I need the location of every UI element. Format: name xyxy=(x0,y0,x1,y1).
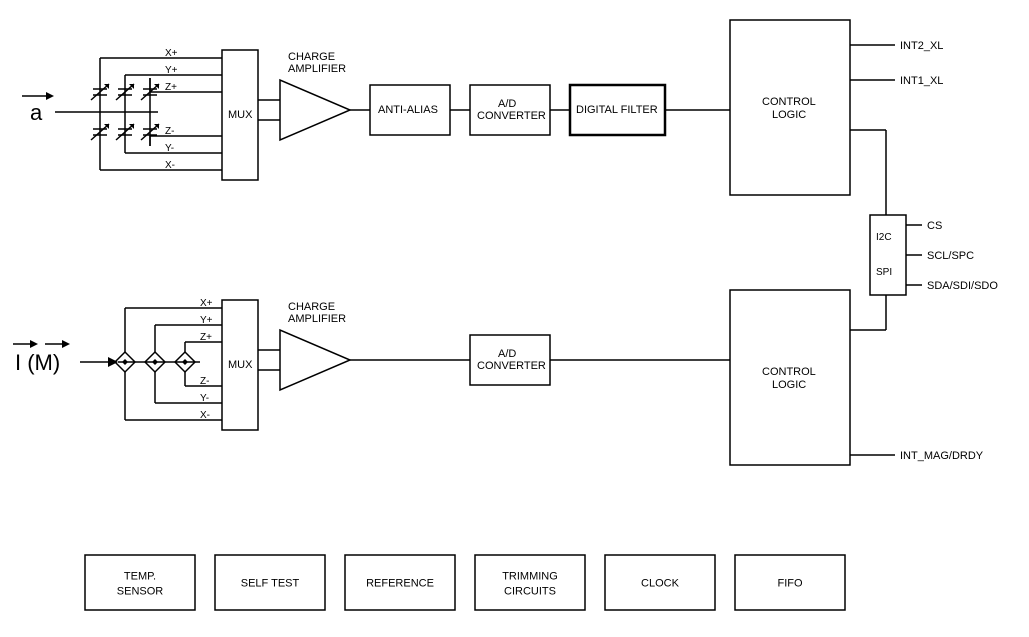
int-mag-label: INT_MAG/DRDY xyxy=(900,450,984,462)
ctrl2-label-l1: CONTROL xyxy=(762,366,816,378)
temp_sensor-block xyxy=(85,555,195,610)
svg-text:TRIMMING: TRIMMING xyxy=(502,571,558,583)
input-accel: a xyxy=(22,92,54,125)
axis-label-top-2: Z+ xyxy=(165,82,177,93)
charge-amp1-title-l2: AMPLIFIER xyxy=(288,63,346,75)
adc1-label-l1: A/D xyxy=(498,98,516,110)
amp1-triangle xyxy=(280,80,350,140)
charge-amp2-title-l1: CHARGE xyxy=(288,301,335,313)
sda-label: SDA/SDI/SDO xyxy=(927,280,998,292)
svg-text:FIFO: FIFO xyxy=(777,578,802,590)
axis-label-bottom-5: X- xyxy=(200,410,210,421)
mag-symbol: I (M) xyxy=(15,350,60,375)
svg-text:SENSOR: SENSOR xyxy=(117,586,164,598)
i2c-spi-block xyxy=(870,215,906,295)
axis-label-top-5: X- xyxy=(165,160,175,171)
axis-lines-top: X+ Y+ Z+ Z- Y- X- xyxy=(100,48,222,171)
axis-label-bottom-1: Y+ xyxy=(200,315,213,326)
ctrl2-label-l2: LOGIC xyxy=(772,379,806,391)
int1-xl-label: INT1_XL xyxy=(900,75,943,87)
svg-text:REFERENCE: REFERENCE xyxy=(366,578,434,590)
svg-text:CIRCUITS: CIRCUITS xyxy=(504,586,556,598)
adc2-label-l2: CONVERTER xyxy=(477,360,546,372)
adc1-label-l2: CONVERTER xyxy=(477,110,546,122)
bottom-row-blocks: TEMP. SENSOR SELF TEST REFERENCE TRIMMING CIR… xyxy=(85,555,845,610)
axis-lines-bottom: X+ Y+ Z+ Z- Y- X- xyxy=(125,298,222,421)
svg-text:TEMP.: TEMP. xyxy=(124,571,156,583)
i2c-label: I2C xyxy=(876,232,892,243)
axis-label-top-3: Z- xyxy=(165,126,174,137)
axis-label-bottom-4: Y- xyxy=(200,393,209,404)
svg-text:CLOCK: CLOCK xyxy=(641,578,680,590)
axis-label-top-4: Y- xyxy=(165,143,174,154)
charge-amp1-title-l1: CHARGE xyxy=(288,51,335,63)
mux1-label: MUX xyxy=(228,109,253,121)
ctrl1-label-l1: CONTROL xyxy=(762,96,816,108)
input-mag: I (M) xyxy=(13,340,70,375)
accel-symbol: a xyxy=(30,100,43,125)
axis-label-bottom-3: Z- xyxy=(200,376,209,387)
ctrl1-label-l2: LOGIC xyxy=(772,109,806,121)
axis-label-bottom-0: X+ xyxy=(200,298,213,309)
mux2-label: MUX xyxy=(228,359,253,371)
accel-sensor-array xyxy=(91,78,159,146)
adc2-label-l1: A/D xyxy=(498,348,516,360)
trimming-block xyxy=(475,555,585,610)
cs-label: CS xyxy=(927,220,942,232)
axis-label-bottom-2: Z+ xyxy=(200,332,212,343)
axis-label-top-0: X+ xyxy=(165,48,178,59)
digital-filter-label: DIGITAL FILTER xyxy=(576,104,658,116)
axis-label-top-1: Y+ xyxy=(165,65,178,76)
scl-spc-label: SCL/SPC xyxy=(927,250,974,262)
amp2-triangle xyxy=(280,330,350,390)
charge-amp2-title-l2: AMPLIFIER xyxy=(288,313,346,325)
anti-alias-label: ANTI-ALIAS xyxy=(378,104,438,116)
spi-label: SPI xyxy=(876,267,892,278)
mag-sensor-array xyxy=(115,352,200,372)
svg-text:SELF TEST: SELF TEST xyxy=(241,578,300,590)
int2-xl-label: INT2_XL xyxy=(900,40,943,52)
arrowhead-mag-in xyxy=(108,357,118,367)
block-diagram: a X+ Y+ Z+ Z- Y- X- MUX CHARGE AMPLIFIER CHAR… xyxy=(0,0,1029,637)
